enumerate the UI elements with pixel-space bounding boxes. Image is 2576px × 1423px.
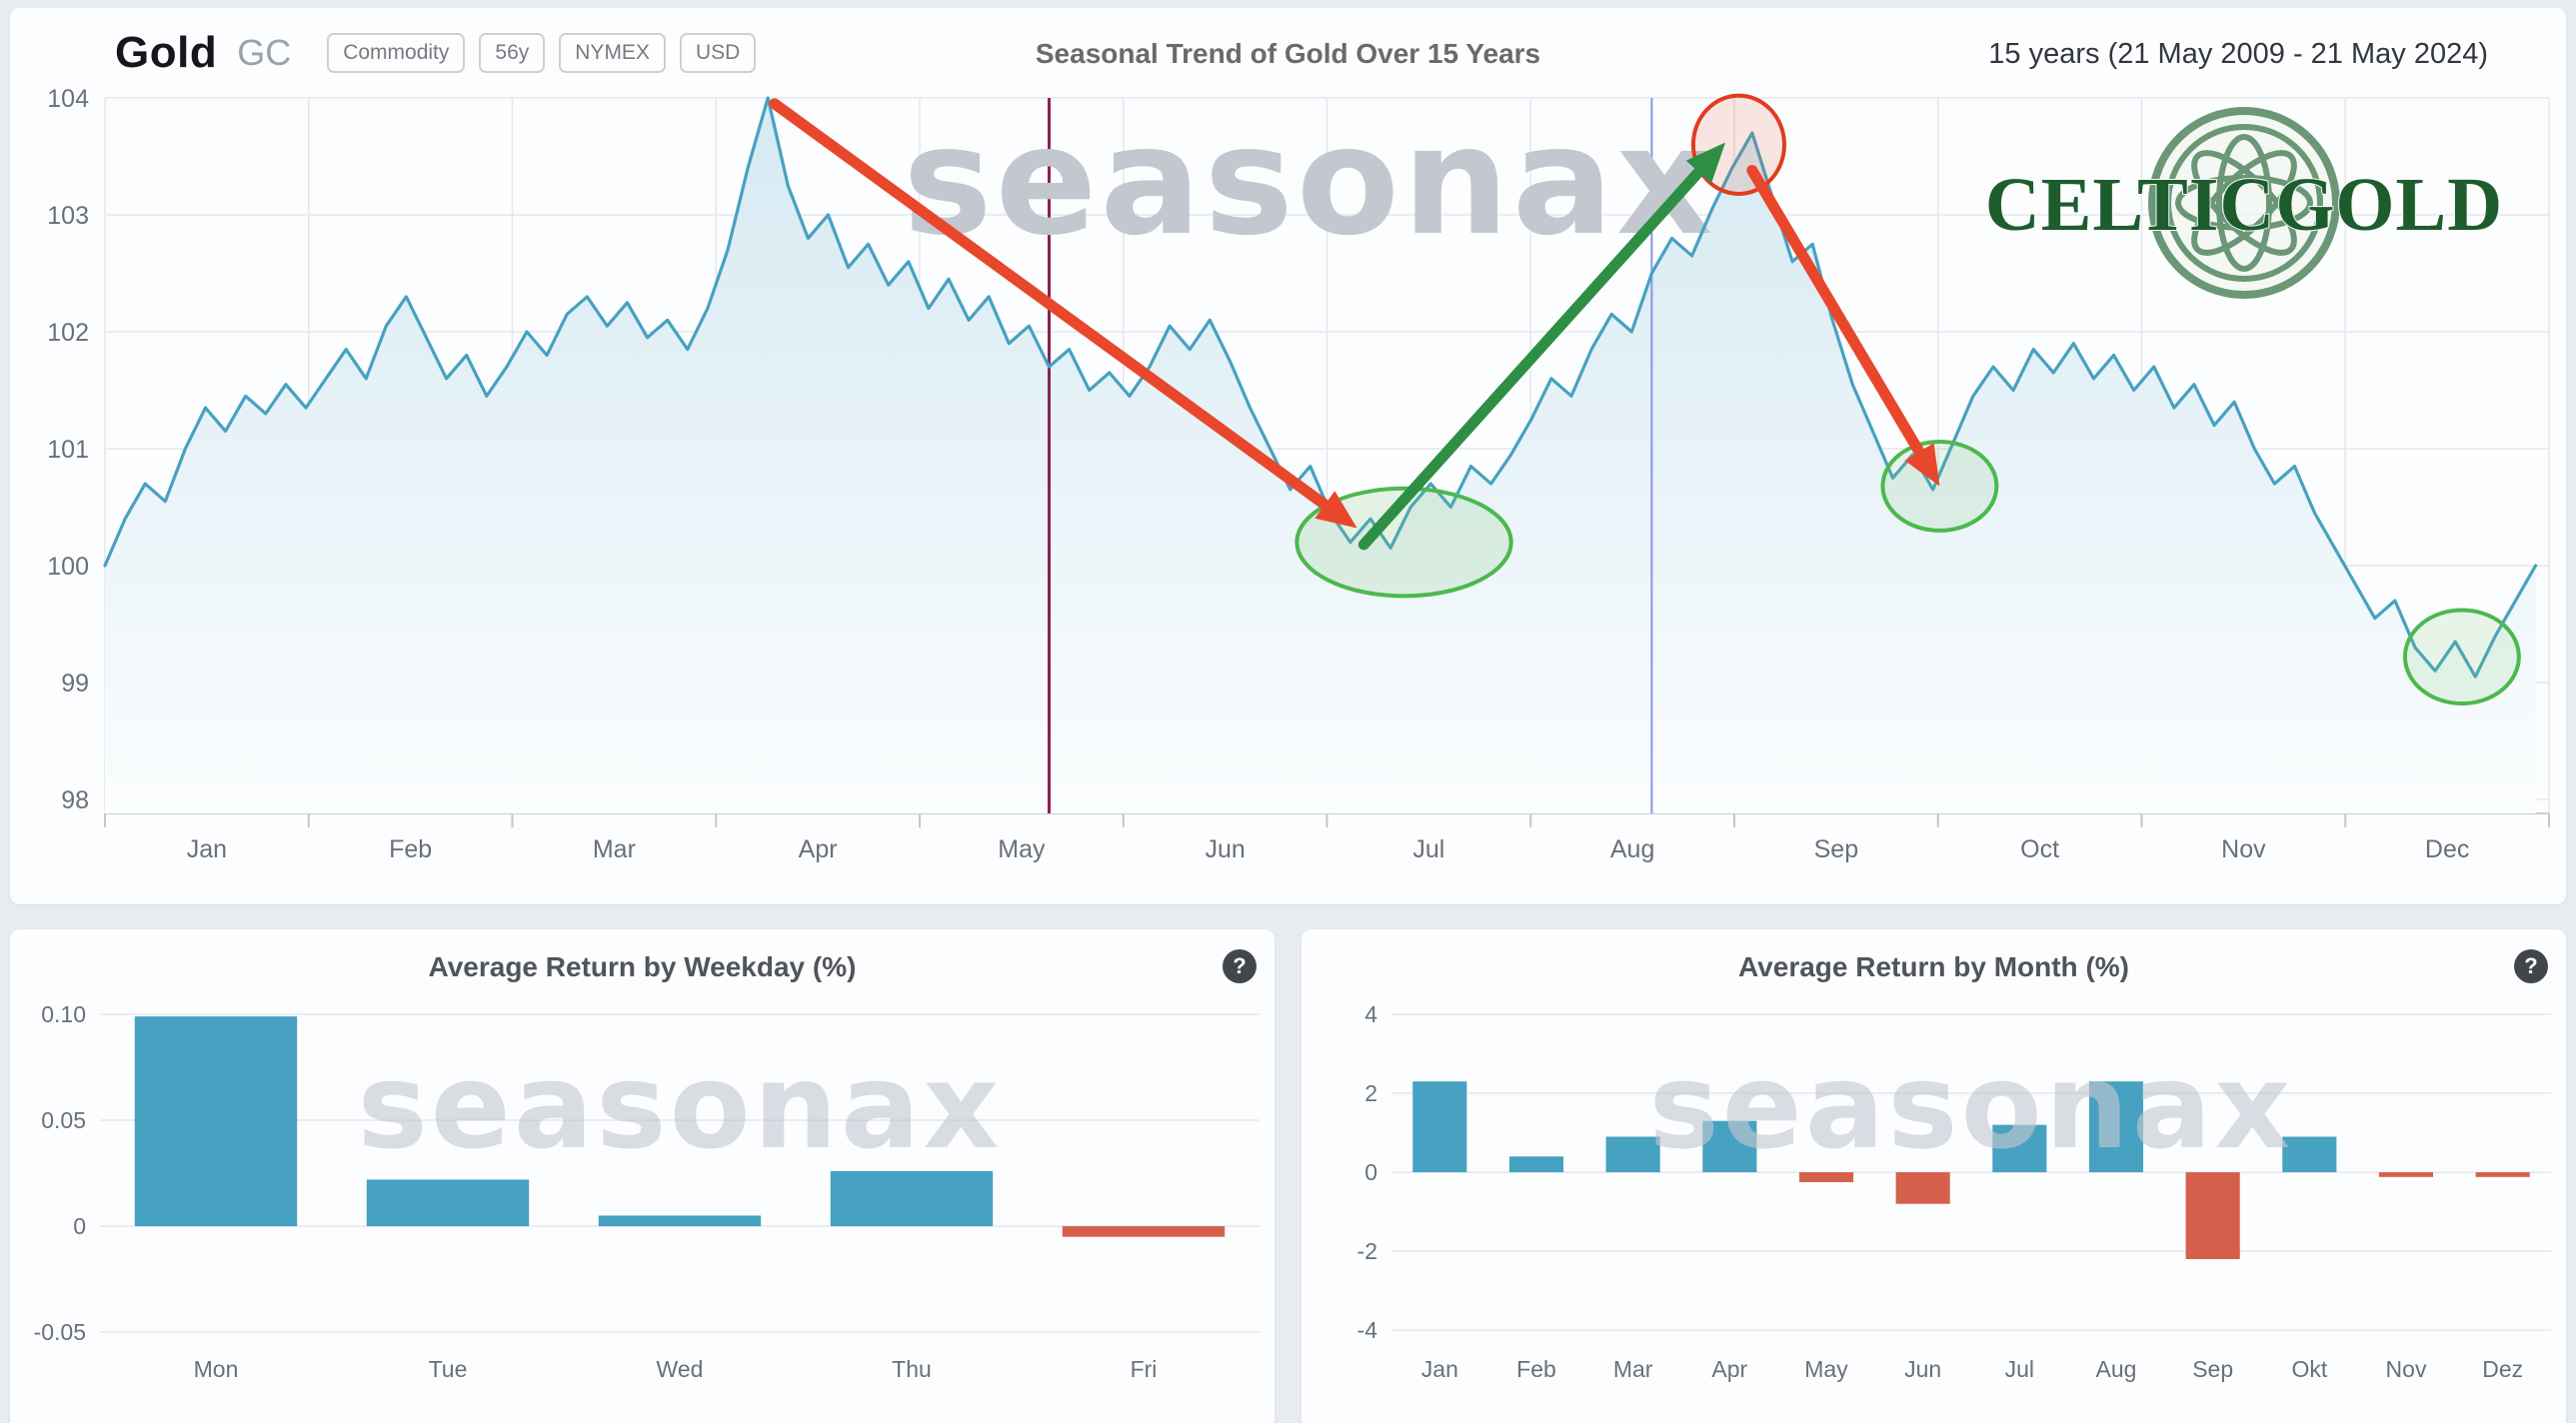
svg-text:99: 99 bbox=[61, 670, 89, 698]
svg-text:Nov: Nov bbox=[2221, 835, 2266, 863]
svg-text:Jul: Jul bbox=[1412, 835, 1444, 863]
weekday-chart-panel: 0.10 0.05 0 -0.05 Mon Tue Wed Thu Fri seasonax Av… bbox=[10, 929, 1275, 1423]
svg-text:May: May bbox=[998, 835, 1046, 863]
instrument-name: Gold bbox=[115, 28, 218, 77]
svg-text:Jan: Jan bbox=[1421, 1356, 1458, 1382]
svg-text:Feb: Feb bbox=[389, 835, 432, 863]
month-chart-panel: 4 2 0 -2 -4 Jan Feb Mar Apr May Jun Jul Aug Sep Okt Nov… bbox=[1301, 929, 2566, 1423]
date-range-label: 15 years (21 May 2009 - 21 May 2024) bbox=[1988, 38, 2488, 70]
svg-text:-0.05: -0.05 bbox=[34, 1319, 86, 1345]
svg-text:0.05: 0.05 bbox=[41, 1107, 86, 1133]
celticgold-wordmark: CELTICGOLD bbox=[1985, 163, 2503, 247]
svg-text:-2: -2 bbox=[1357, 1238, 1377, 1264]
month-chart-title: Average Return by Month (%) bbox=[1738, 951, 2129, 982]
statistics-row: 0.10 0.05 0 -0.05 Mon Tue Wed Thu Fri seasonax Av… bbox=[10, 929, 2566, 1423]
svg-text:100: 100 bbox=[47, 553, 89, 581]
badge-asset-class[interactable]: Commodity bbox=[327, 33, 466, 73]
svg-text:seasonax: seasonax bbox=[903, 95, 1715, 269]
weekday-chart-title: Average Return by Weekday (%) bbox=[428, 951, 857, 982]
svg-text:Tue: Tue bbox=[429, 1356, 468, 1382]
weekday-return-chart[interactable]: 0.10 0.05 0 -0.05 Mon Tue Wed Thu Fri seasonax bbox=[10, 929, 1275, 1423]
svg-text:104: 104 bbox=[47, 85, 89, 113]
seasonal-trend-chart[interactable]: 98 99 100 101 102 103 104 Jan Feb Mar Apr May Jun Jul… bbox=[10, 8, 2566, 904]
svg-text:Apr: Apr bbox=[1711, 1356, 1747, 1382]
svg-text:Jul: Jul bbox=[2005, 1356, 2034, 1382]
svg-text:Aug: Aug bbox=[1610, 835, 1654, 863]
seasonal-chart-panel: 98 99 100 101 102 103 104 Jan Feb Mar Apr May Jun Jul… bbox=[10, 8, 2566, 904]
svg-text:Sep: Sep bbox=[1814, 835, 1858, 863]
svg-text:seasonax: seasonax bbox=[358, 1037, 1003, 1175]
chart-title: Seasonal Trend of Gold Over 15 Years bbox=[1035, 38, 1541, 69]
svg-text:Apr: Apr bbox=[799, 835, 838, 863]
svg-text:Nov: Nov bbox=[2386, 1356, 2427, 1382]
svg-text:Wed: Wed bbox=[657, 1356, 704, 1382]
svg-text:Okt: Okt bbox=[2291, 1356, 2327, 1382]
svg-text:103: 103 bbox=[47, 202, 89, 230]
svg-text:Dec: Dec bbox=[2425, 835, 2469, 863]
svg-text:May: May bbox=[1804, 1356, 1848, 1382]
svg-text:Jan: Jan bbox=[187, 835, 227, 863]
svg-text:-4: -4 bbox=[1357, 1317, 1378, 1343]
svg-text:0: 0 bbox=[73, 1213, 86, 1239]
help-icon[interactable]: ? bbox=[1223, 949, 1257, 983]
svg-text:Mar: Mar bbox=[1613, 1356, 1653, 1382]
celticgold-logo: CELTICGOLD bbox=[1974, 103, 2514, 303]
badge-currency[interactable]: USD bbox=[679, 33, 757, 73]
svg-text:Feb: Feb bbox=[1516, 1356, 1556, 1382]
badge-history-length[interactable]: 56y bbox=[479, 33, 546, 73]
instrument-symbol: GC bbox=[237, 32, 292, 73]
svg-text:4: 4 bbox=[1364, 1001, 1377, 1027]
svg-text:Sep: Sep bbox=[2192, 1356, 2233, 1382]
svg-text:Jun: Jun bbox=[1205, 835, 1245, 863]
badge-exchange[interactable]: NYMEX bbox=[559, 33, 666, 73]
svg-text:seasonax: seasonax bbox=[1649, 1037, 2294, 1175]
svg-text:Fri: Fri bbox=[1131, 1356, 1158, 1382]
chart-header: Gold GC Commodity 56y NYMEX USD Seasonal… bbox=[10, 8, 2566, 92]
svg-text:101: 101 bbox=[47, 436, 89, 464]
svg-text:102: 102 bbox=[47, 319, 89, 347]
svg-text:2: 2 bbox=[1364, 1080, 1377, 1106]
svg-text:Oct: Oct bbox=[2020, 835, 2059, 863]
svg-text:Mon: Mon bbox=[194, 1356, 239, 1382]
svg-text:0: 0 bbox=[1364, 1159, 1377, 1185]
svg-text:Dez: Dez bbox=[2482, 1356, 2523, 1382]
help-icon[interactable]: ? bbox=[2514, 949, 2548, 983]
svg-text:98: 98 bbox=[61, 786, 89, 814]
svg-text:0.10: 0.10 bbox=[41, 1001, 86, 1027]
svg-text:Mar: Mar bbox=[593, 835, 636, 863]
svg-text:Aug: Aug bbox=[2096, 1356, 2137, 1382]
svg-text:Thu: Thu bbox=[892, 1356, 932, 1382]
svg-text:Jun: Jun bbox=[1904, 1356, 1941, 1382]
monthly-return-chart[interactable]: 4 2 0 -2 -4 Jan Feb Mar Apr May Jun Jul Aug Sep Okt Nov… bbox=[1301, 929, 2566, 1423]
celtic-knot-icon bbox=[2148, 107, 2340, 299]
